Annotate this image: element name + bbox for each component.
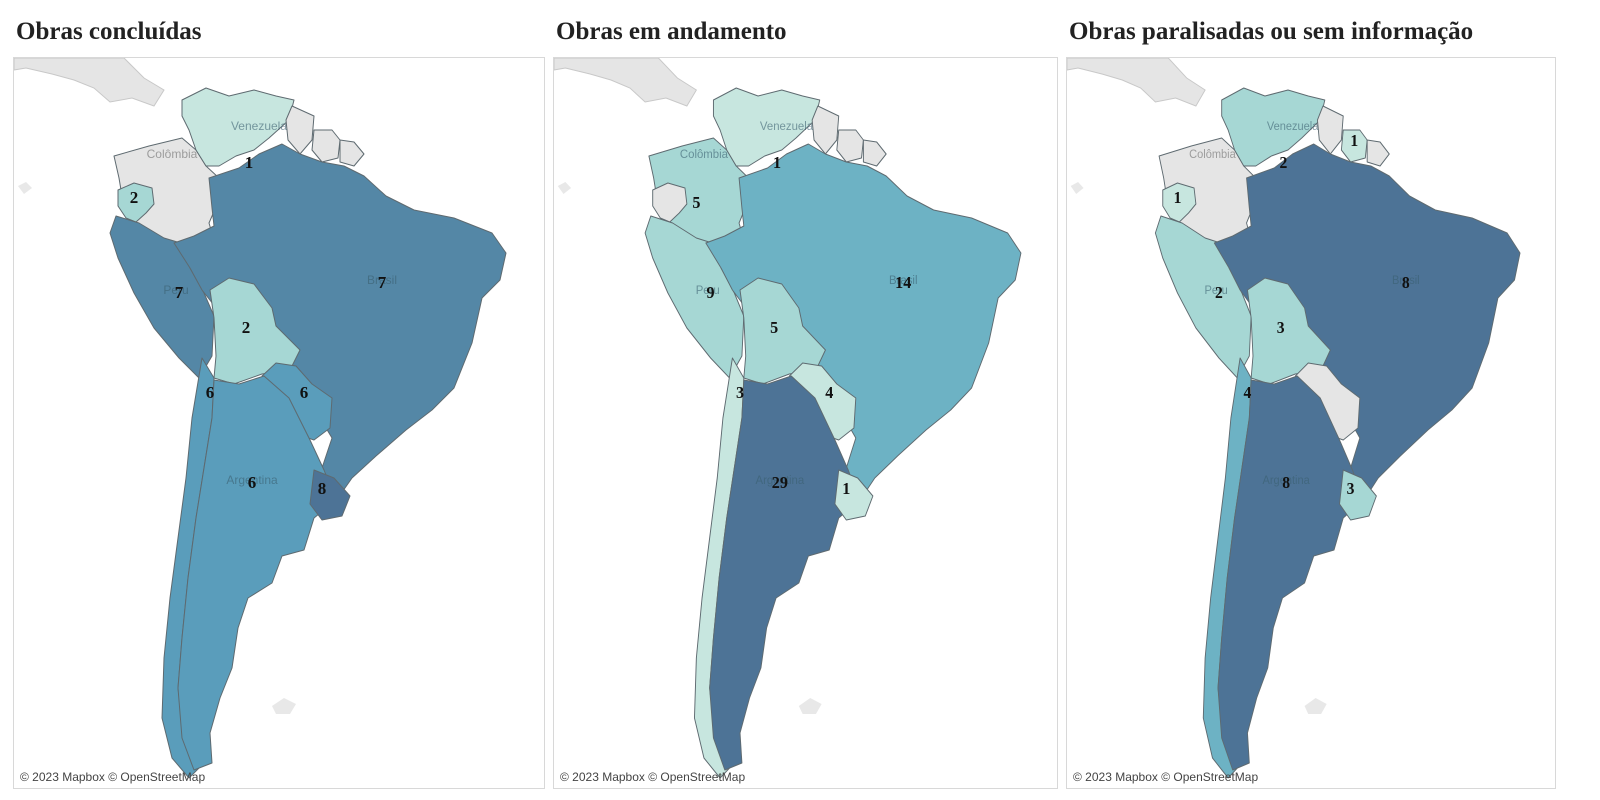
choropleth-map[interactable]: Colômbia Venezuela Peru Brasil Argentina 1 5 9 1… (554, 58, 1057, 788)
country-name-peru: Peru (163, 283, 188, 297)
country-argentina[interactable] (1217, 375, 1364, 771)
map-panel-andamento: Obras em andamento Colômbia Venezuela Peru… (553, 0, 1058, 800)
value-label-brazil: 14 (895, 273, 911, 292)
falklands-island (1304, 698, 1327, 714)
value-label-uruguay: 8 (318, 479, 327, 498)
value-label-ecuador: 1 (1174, 187, 1182, 207)
map-frame[interactable]: Colômbia Venezuela Peru Brasil Argentina 1 5 9 1… (553, 57, 1058, 789)
choropleth-map[interactable]: Colômbia Venezuela Peru Brasil Argentina 2 1 1 2… (1067, 58, 1555, 788)
country-ecuador[interactable] (117, 182, 155, 223)
value-label-chile: 3 (736, 383, 744, 402)
panel-title: Obras em andamento (556, 18, 787, 45)
country-name-venezuela: Venezuela (760, 120, 814, 133)
value-label-suriname: 1 (1350, 130, 1358, 150)
country-frenchguiana[interactable] (862, 139, 887, 167)
value-label-peru: 2 (1215, 282, 1223, 302)
choropleth-map[interactable]: Colômbia Venezuela Peru Brasil Argentina 1 2 7 7… (14, 58, 544, 788)
country-name-peru: Peru (1205, 285, 1228, 297)
falklands-island (798, 698, 822, 714)
value-label-paraguay: 4 (825, 383, 833, 402)
map-panel-paralisadas: Obras paralisadas ou sem informação Colô… (1066, 0, 1556, 800)
value-label-uruguay: 3 (1347, 478, 1355, 498)
country-frenchguiana[interactable] (1366, 139, 1390, 167)
country-name-brazil: Brasil (367, 273, 397, 287)
country-name-colombia: Colômbia (1189, 149, 1236, 161)
value-label-chile: 6 (206, 383, 215, 402)
country-name-venezuela: Venezuela (1267, 121, 1319, 133)
country-ecuador[interactable] (1162, 182, 1197, 223)
panel-title: Obras concluídas (16, 18, 202, 45)
value-label-bolivia: 2 (242, 318, 251, 337)
value-label-venezuela: 2 (1279, 152, 1287, 172)
value-label-ecuador: 2 (130, 188, 139, 207)
country-name-argentina: Argentina (226, 473, 278, 487)
country-name-colombia: Colômbia (147, 147, 198, 161)
value-label-argentina: 8 (1282, 472, 1290, 492)
falklands-island (272, 698, 296, 714)
country-argentina[interactable] (709, 375, 861, 771)
country-name-brazil: Brasil (889, 274, 917, 287)
central-america-basemap (554, 58, 698, 107)
country-name-argentina: Argentina (756, 474, 805, 487)
country-argentina[interactable] (177, 375, 337, 771)
map-panel-concluidas: Obras concluídas Colômbia Venezuela Peru Br… (13, 0, 545, 800)
map-frame[interactable]: Colômbia Venezuela Peru Brasil Argentina 1 2 7 7… (13, 57, 545, 789)
central-america-basemap (14, 58, 165, 107)
value-label-colombia: 5 (692, 193, 700, 212)
country-name-colombia: Colômbia (680, 148, 729, 161)
country-brazil[interactable] (705, 143, 1022, 499)
galapagos-island (18, 182, 32, 194)
country-guyana[interactable] (285, 105, 315, 155)
country-brazil[interactable] (173, 143, 507, 499)
country-ecuador[interactable] (652, 182, 688, 223)
country-name-brazil: Brasil (1392, 275, 1420, 287)
value-label-bolivia: 3 (1277, 317, 1285, 337)
value-label-venezuela: 1 (245, 153, 254, 172)
map-attribution: © 2023 Mapbox © OpenStreetMap (20, 770, 206, 784)
country-name-argentina: Argentina (1263, 475, 1311, 487)
map-frame[interactable]: Colômbia Venezuela Peru Brasil Argentina 2 1 1 2… (1066, 57, 1556, 789)
central-america-basemap (1067, 58, 1206, 107)
country-brazil[interactable] (1213, 143, 1521, 499)
galapagos-island (1070, 182, 1084, 194)
country-name-venezuela: Venezuela (231, 119, 287, 133)
country-uruguay[interactable] (1339, 469, 1377, 521)
galapagos-island (557, 182, 572, 194)
value-label-paraguay: 6 (300, 383, 309, 402)
value-label-bolivia: 5 (770, 318, 778, 337)
value-label-peru: 9 (707, 283, 715, 302)
value-label-argentina: 6 (248, 473, 257, 492)
country-suriname[interactable] (1340, 129, 1368, 163)
panel-title: Obras paralisadas ou sem informação (1069, 18, 1474, 45)
country-suriname[interactable] (836, 129, 864, 163)
country-frenchguiana[interactable] (339, 139, 365, 167)
value-label-venezuela: 1 (773, 153, 781, 172)
country-uruguay[interactable] (834, 469, 874, 521)
value-label-brazil: 8 (1402, 272, 1410, 292)
map-attribution: © 2023 Mapbox © OpenStreetMap (560, 770, 746, 784)
value-label-chile: 4 (1244, 382, 1252, 402)
country-guyana[interactable] (1316, 105, 1344, 155)
map-attribution: © 2023 Mapbox © OpenStreetMap (1073, 770, 1259, 784)
country-uruguay[interactable] (309, 469, 351, 521)
country-name-peru: Peru (696, 284, 720, 297)
value-label-uruguay: 1 (842, 479, 850, 498)
value-label-argentina: 29 (772, 473, 788, 492)
country-venezuela[interactable] (712, 87, 821, 167)
value-label-peru: 7 (175, 283, 184, 302)
country-guyana[interactable] (811, 105, 840, 155)
country-venezuela[interactable] (181, 87, 295, 167)
country-suriname[interactable] (311, 129, 341, 163)
value-label-brazil: 7 (378, 273, 387, 292)
country-venezuela[interactable] (1221, 87, 1326, 167)
